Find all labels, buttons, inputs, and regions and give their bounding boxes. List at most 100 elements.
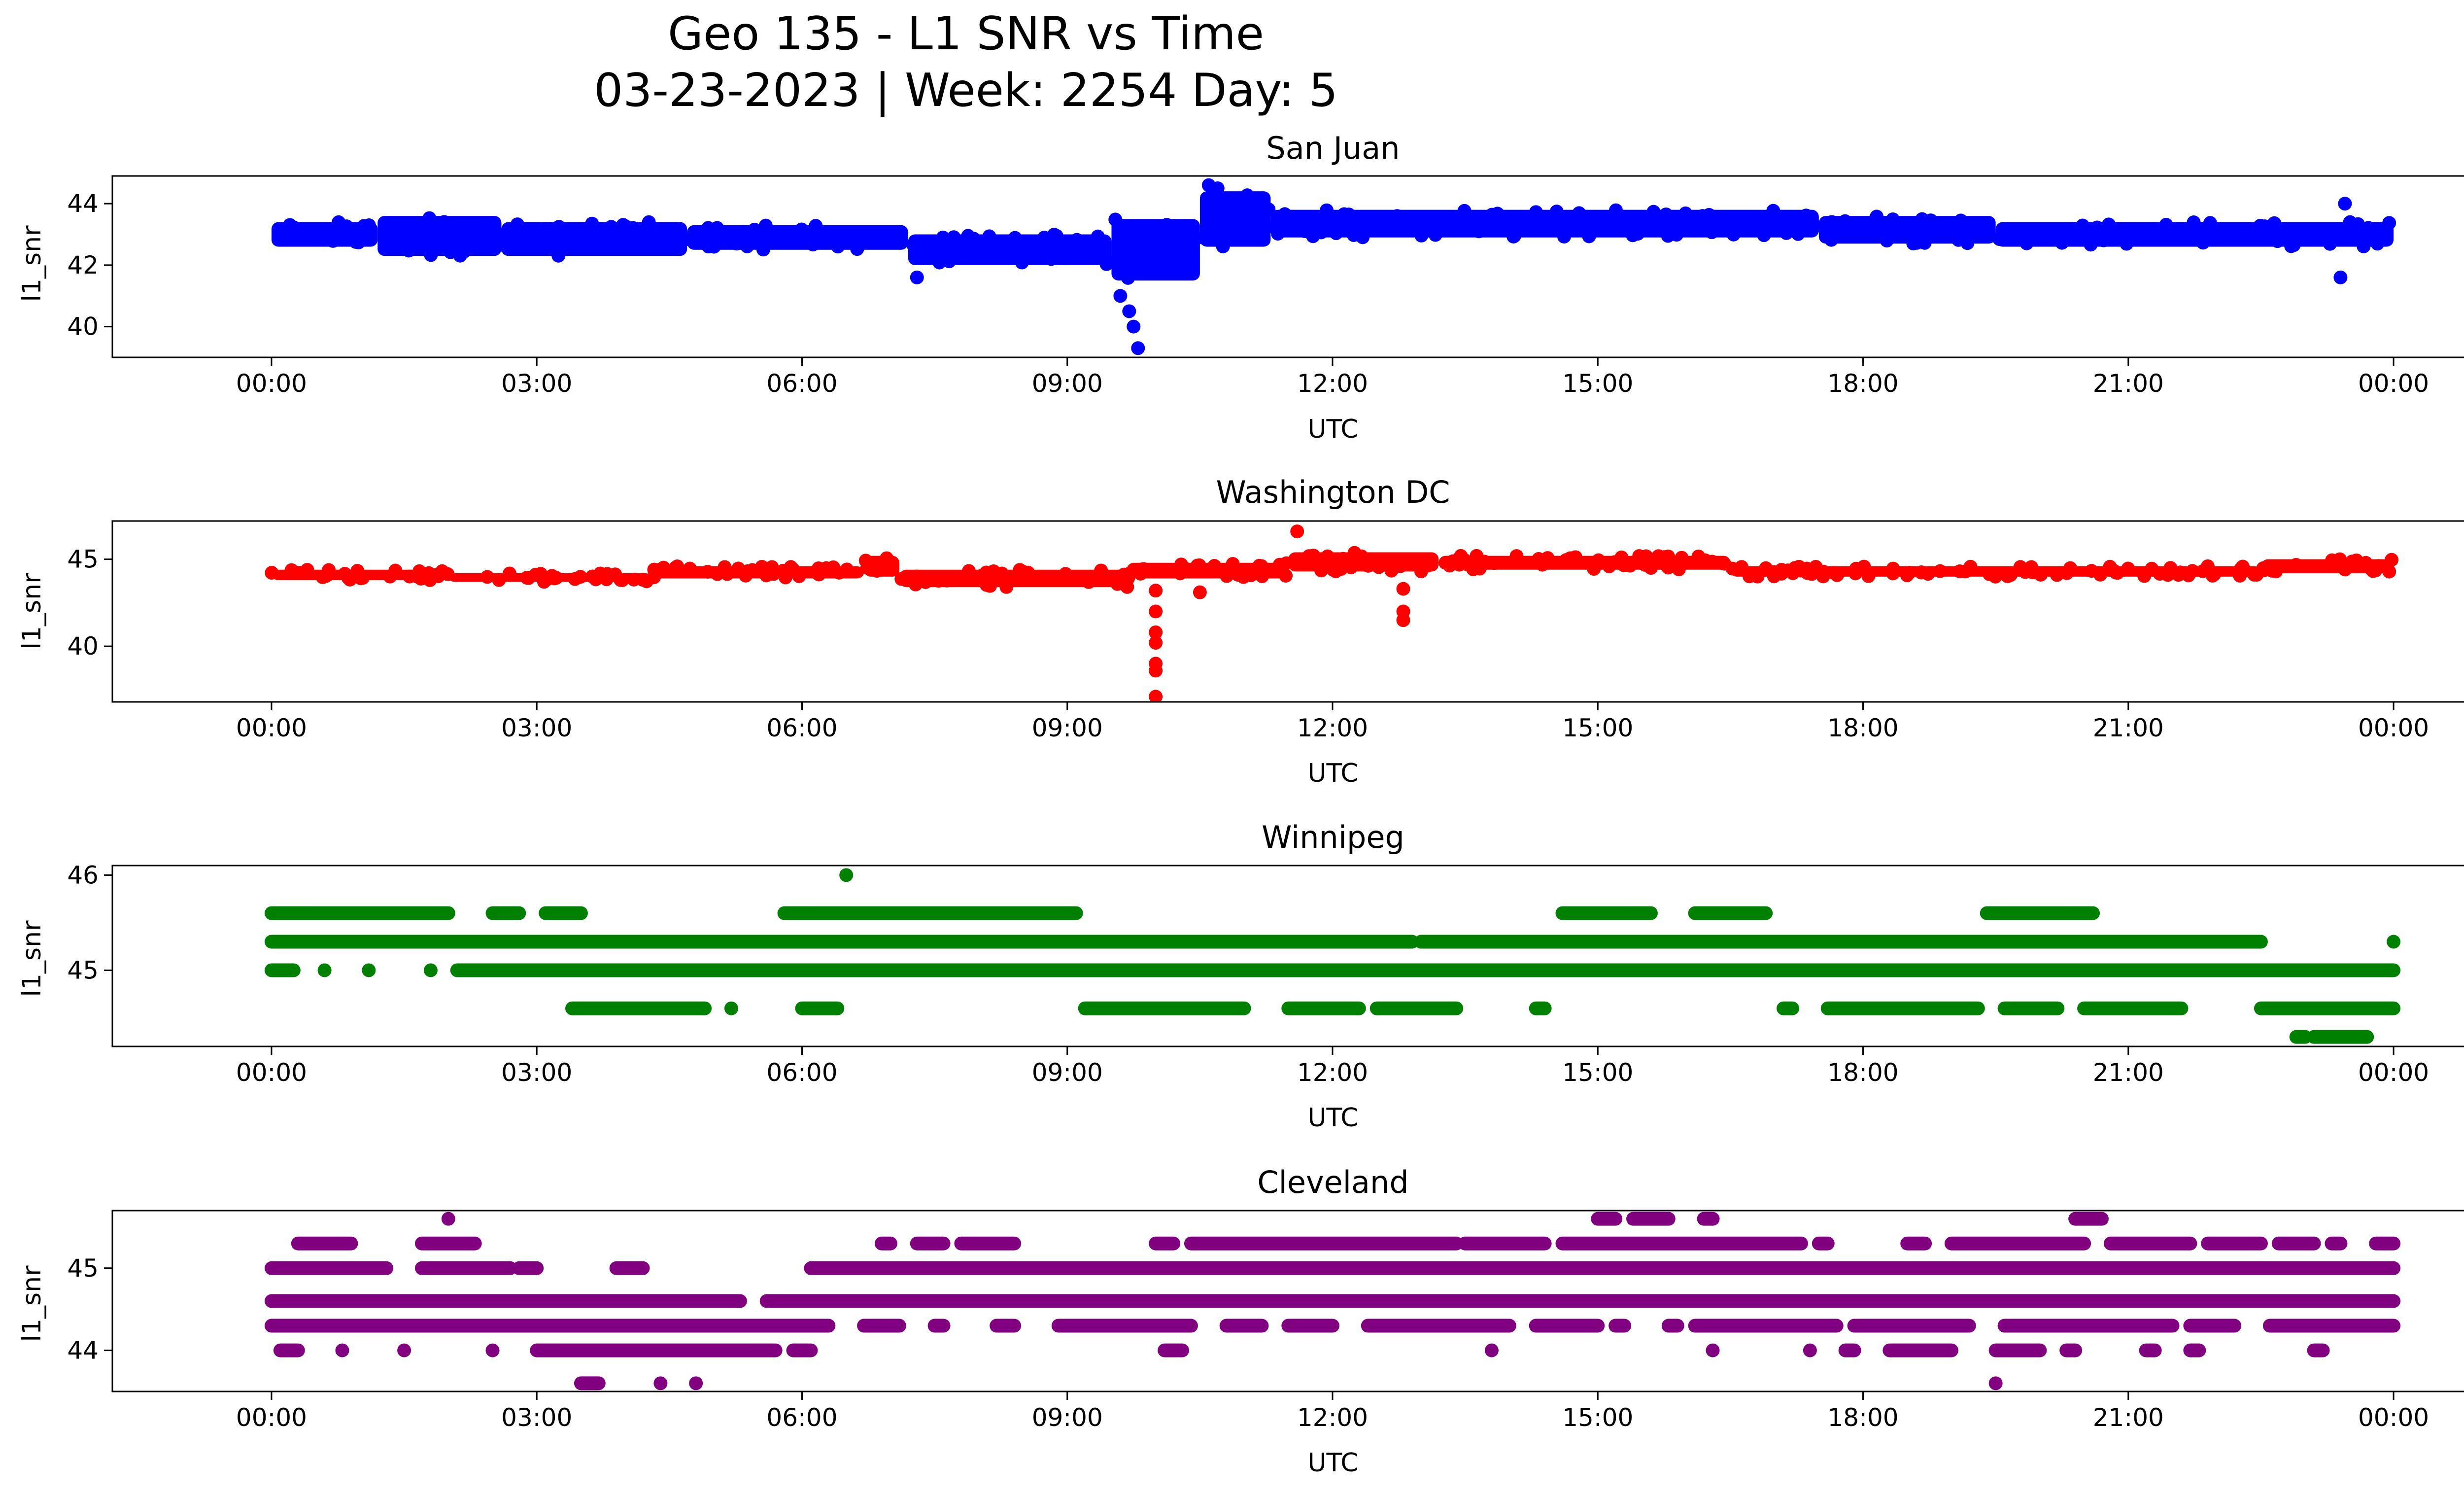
data-point (1992, 232, 2007, 246)
data-point (1035, 571, 1049, 586)
x-tick-label: 00:00 (236, 1058, 307, 1087)
data-point (1824, 233, 1839, 247)
x-tick-label: 09:00 (1032, 1058, 1103, 1087)
x-axis-label: UTC (1307, 1103, 1358, 1133)
data-point (1913, 225, 1927, 239)
data-point-run (1706, 1343, 1720, 1357)
data-point (1127, 562, 1141, 577)
data-point (1557, 229, 1571, 243)
data-point-run (1812, 1236, 1835, 1251)
data-point (870, 559, 884, 574)
data-point (406, 238, 420, 252)
data-point (986, 569, 1000, 583)
x-tick-label: 18:00 (1827, 1403, 1898, 1432)
data-point (1587, 562, 1601, 576)
figure-title-line2: 03-23-2023 | Week: 2254 Day: 5 (594, 64, 1338, 117)
x-tick-label: 06:00 (766, 369, 837, 398)
x-tick-label: 21:00 (2093, 1403, 2164, 1432)
data-point (758, 218, 773, 233)
data-point (811, 561, 825, 576)
x-tick-label: 03:00 (501, 369, 572, 398)
data-point (470, 230, 484, 244)
data-point (931, 574, 946, 588)
data-point (2196, 236, 2210, 250)
data-point (2259, 562, 2274, 577)
data-point (1255, 569, 1269, 584)
data-point (2003, 568, 2018, 582)
data-point (2382, 564, 2396, 579)
x-axis-label: UTC (1307, 759, 1358, 788)
data-point (2131, 229, 2145, 243)
data-point (265, 566, 279, 580)
data-point (1149, 690, 1163, 702)
x-tick-label: 00:00 (2358, 1403, 2429, 1432)
data-point (710, 567, 724, 581)
data-point-run (1626, 1212, 1676, 1226)
data-point (2289, 557, 2303, 572)
data-point (2063, 561, 2078, 575)
data-point (1015, 255, 1029, 270)
data-point (309, 229, 323, 243)
data-point (2323, 237, 2337, 251)
data-point (383, 569, 397, 584)
data-point (1582, 229, 1596, 243)
data-point (1748, 567, 1763, 581)
axes-frame (111, 865, 2464, 1047)
x-tick-label: 21:00 (2093, 1058, 2164, 1087)
data-point-run (795, 1001, 845, 1015)
data-point (1775, 562, 1789, 577)
data-point (1417, 554, 1431, 568)
data-point (1156, 240, 1170, 254)
data-point (1659, 557, 1673, 572)
data-point-run (1051, 1319, 1198, 1333)
data-point (604, 220, 618, 234)
data-point (552, 220, 566, 234)
data-point (1149, 636, 1163, 650)
axes-frame (111, 520, 2464, 703)
data-point (756, 243, 770, 257)
data-point (453, 248, 467, 263)
data-point-run (1608, 1319, 1632, 1333)
data-point (2340, 230, 2355, 244)
data-point-run (759, 1294, 2401, 1308)
data-point (1242, 200, 1257, 214)
data-point (2013, 560, 2027, 574)
data-point-run (2289, 1030, 2312, 1044)
data-point (1014, 564, 1028, 579)
data-point-run (724, 1001, 738, 1015)
data-point (1086, 235, 1100, 249)
axes-frame (111, 175, 2464, 358)
x-tick-label: 06:00 (766, 714, 837, 742)
x-tick-label: 06:00 (766, 1403, 837, 1432)
data-point (2185, 564, 2199, 578)
data-point (947, 230, 961, 244)
data-point (2325, 553, 2339, 567)
data-point-run (264, 906, 455, 920)
data-point (1306, 549, 1321, 563)
data-point (894, 572, 909, 586)
data-point (1293, 211, 1307, 225)
data-point-run (441, 1212, 455, 1226)
data-point (1670, 228, 1684, 242)
data-point (1099, 257, 1114, 271)
x-tick-label: 18:00 (1827, 1058, 1898, 1087)
data-point (2337, 561, 2352, 576)
data-point (1646, 205, 1661, 219)
data-point-run (1944, 1236, 2091, 1251)
data-point (2187, 215, 2201, 230)
subplot-title: Cleveland (1257, 1164, 1408, 1200)
y-axis-label: l1_snr (17, 225, 47, 302)
data-point (765, 564, 780, 578)
data-point-run (1988, 1376, 2003, 1391)
data-point (709, 231, 723, 245)
data-point (326, 234, 340, 248)
data-point (492, 573, 506, 587)
data-point (1766, 204, 1780, 218)
data-point (2333, 270, 2348, 284)
data-point (1395, 558, 1409, 572)
data-point (547, 571, 561, 586)
data-point (1298, 224, 1312, 239)
data-point (1672, 562, 1686, 577)
data-point (1866, 214, 1880, 229)
data-point (982, 229, 996, 243)
